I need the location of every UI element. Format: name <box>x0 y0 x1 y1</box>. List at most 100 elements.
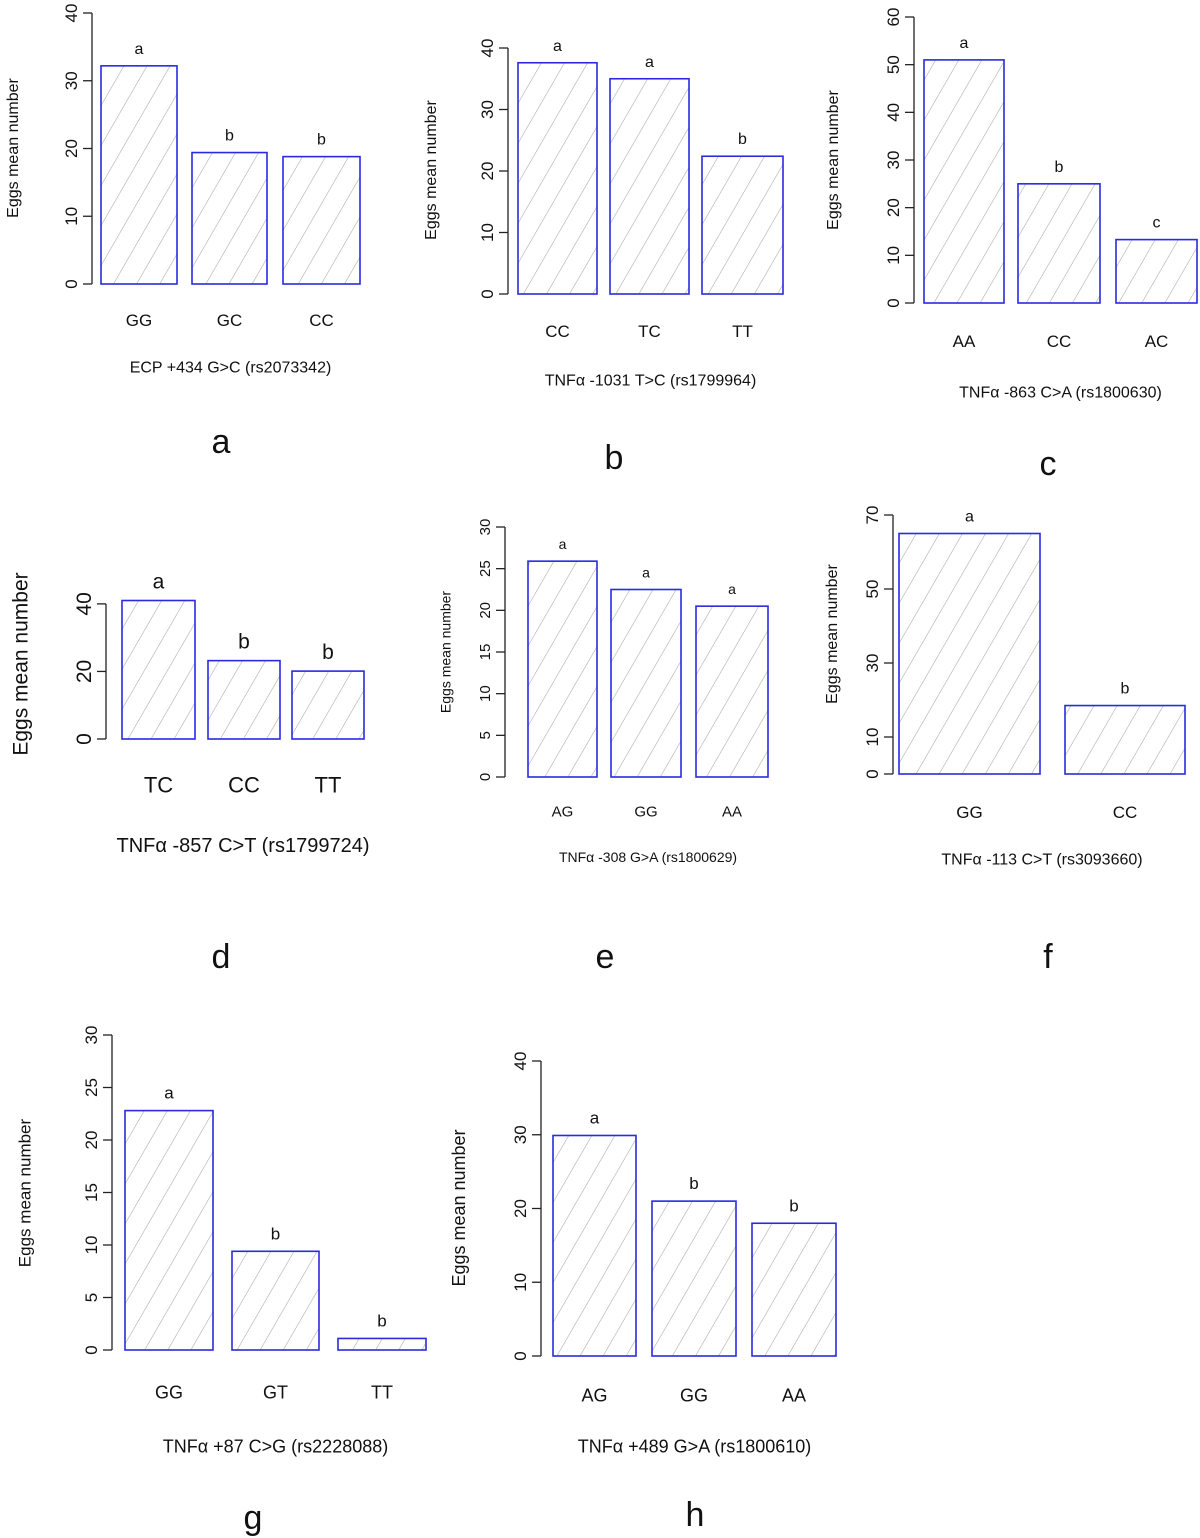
category-label: TC <box>638 322 661 341</box>
chart-panel-b: 0 10 20 30 40 a CC a TC b TT TNFα -1031 T>C (rs1799… <box>423 38 784 477</box>
category-label: AC <box>1145 332 1169 351</box>
y-axis-label: Eggs mean number <box>825 90 842 230</box>
y-axis-label: Eggs mean number <box>15 1118 34 1267</box>
y-tick-label: 70 <box>863 506 882 525</box>
y-tick-label: 0 <box>73 733 96 745</box>
significance-letter: a <box>553 38 562 55</box>
y-tick-label: 20 <box>511 1199 530 1218</box>
category-label: GT <box>263 1382 288 1402</box>
x-axis-label: TNFα -863 C>A (rs1800630) <box>959 385 1162 402</box>
significance-letter: b <box>1055 159 1064 176</box>
y-tick-label: 0 <box>477 773 494 781</box>
bar-gt <box>231 1250 320 1351</box>
y-tick-label: 30 <box>82 1026 101 1045</box>
chart-panel-h: 0 10 20 30 40 a AG b GG b AA TNFα +489 G>A (rs18006… <box>449 1052 837 1534</box>
chart-panel-f: 0 10 30 50 70 a GG b CC TNFα -113 C>T (rs3093660)… <box>824 506 1186 976</box>
bar-tt <box>337 1337 427 1351</box>
bar-cc <box>1064 704 1186 775</box>
bar-ac <box>1115 238 1198 304</box>
y-tick-label: 25 <box>477 560 494 577</box>
panel-label: b <box>605 439 624 477</box>
y-axis-label: Eggs mean number <box>5 78 22 218</box>
y-tick-label: 30 <box>478 100 497 119</box>
y-tick-label: 50 <box>884 55 903 74</box>
y-axis-label: Eggs mean number <box>423 100 440 240</box>
y-tick-label: 50 <box>863 580 882 599</box>
y-tick-label: 30 <box>62 71 81 90</box>
y-tick-label: 40 <box>884 103 903 122</box>
category-label: TT <box>732 322 753 341</box>
category-label: GG <box>634 803 657 820</box>
y-tick-label: 30 <box>863 654 882 673</box>
category-label: CC <box>545 322 570 341</box>
bar-gg <box>610 588 682 778</box>
significance-letter: a <box>559 536 567 552</box>
y-tick-label: 0 <box>511 1351 530 1360</box>
chart-panel-d: 0 20 40 a TC b CC b TT TNFα -857 C>T (rs1799724) E… <box>10 571 370 976</box>
x-axis-label: TNFα +489 G>A (rs1800610) <box>578 1436 812 1456</box>
category-label: AG <box>581 1385 607 1405</box>
category-label: AA <box>722 803 742 820</box>
y-axis-label: Eggs mean number <box>438 591 454 714</box>
y-tick-label: 40 <box>73 592 96 615</box>
x-axis-label: TNFα -113 C>T (rs3093660) <box>941 852 1142 869</box>
bar-tc <box>121 599 196 740</box>
y-tick-label: 5 <box>477 731 494 739</box>
y-tick-label: 0 <box>884 298 903 307</box>
category-label: GC <box>217 311 243 330</box>
category-label: CC <box>1047 332 1072 351</box>
category-label: AG <box>552 803 574 820</box>
bar-ag <box>527 560 598 778</box>
panel-label: g <box>244 1499 263 1537</box>
y-tick-label: 20 <box>884 198 903 217</box>
y-axis-label: Eggs mean number <box>824 564 841 704</box>
category-label: CC <box>228 773 260 798</box>
bar-aa <box>751 1222 837 1357</box>
category-label: AA <box>782 1385 806 1405</box>
significance-letter: b <box>225 128 234 145</box>
bar-aa <box>695 605 769 778</box>
significance-letter: a <box>642 565 650 581</box>
bar-cc <box>282 155 361 285</box>
y-tick-label: 15 <box>477 644 494 661</box>
bar-gg <box>124 1109 214 1351</box>
significance-letter: c <box>1153 215 1161 232</box>
bar-cc <box>1017 183 1101 304</box>
y-tick-label: 20 <box>73 660 96 683</box>
y-tick-label: 40 <box>62 4 81 23</box>
y-tick-label: 10 <box>511 1273 530 1292</box>
x-axis-label: ECP +434 G>C (rs2073342) <box>130 360 332 377</box>
x-axis-label: TNFα -308 G>A (rs1800629) <box>559 849 737 865</box>
y-tick-label: 20 <box>477 602 494 619</box>
y-tick-label: 0 <box>478 289 497 298</box>
bar-ag <box>552 1134 637 1357</box>
significance-letter: b <box>789 1196 798 1215</box>
significance-letter: b <box>1121 681 1130 698</box>
category-label: TT <box>371 1382 393 1402</box>
category-label: TT <box>315 773 342 798</box>
bar-tt <box>291 670 365 740</box>
y-tick-label: 10 <box>863 728 882 747</box>
y-axis-label: Eggs mean number <box>10 572 33 755</box>
category-label: GG <box>956 803 982 822</box>
category-label: GG <box>155 1382 183 1402</box>
category-label: CC <box>309 311 334 330</box>
x-axis-label: TNFα -857 C>T (rs1799724) <box>117 835 370 857</box>
significance-letter: a <box>645 54 654 71</box>
bar-tc <box>609 77 690 295</box>
y-tick-label: 30 <box>884 151 903 170</box>
panel-label: e <box>596 938 615 976</box>
significance-letter: a <box>135 41 144 58</box>
bar-cc <box>207 659 281 740</box>
bar-tt <box>701 155 784 295</box>
significance-letter: a <box>153 571 165 594</box>
significance-letter: b <box>738 131 747 148</box>
chart-panel-c: 0 10 20 30 40 50 60 a AA b CC c AC TNFα -863 C>A (rs1… <box>825 8 1198 483</box>
bar-aa <box>923 59 1005 304</box>
y-axis-label: Eggs mean number <box>449 1129 469 1286</box>
y-tick-label: 10 <box>884 246 903 265</box>
x-axis-label: TNFα -1031 T>C (rs1799964) <box>545 373 757 390</box>
y-tick-label: 0 <box>863 769 882 778</box>
category-label: GG <box>680 1385 708 1405</box>
